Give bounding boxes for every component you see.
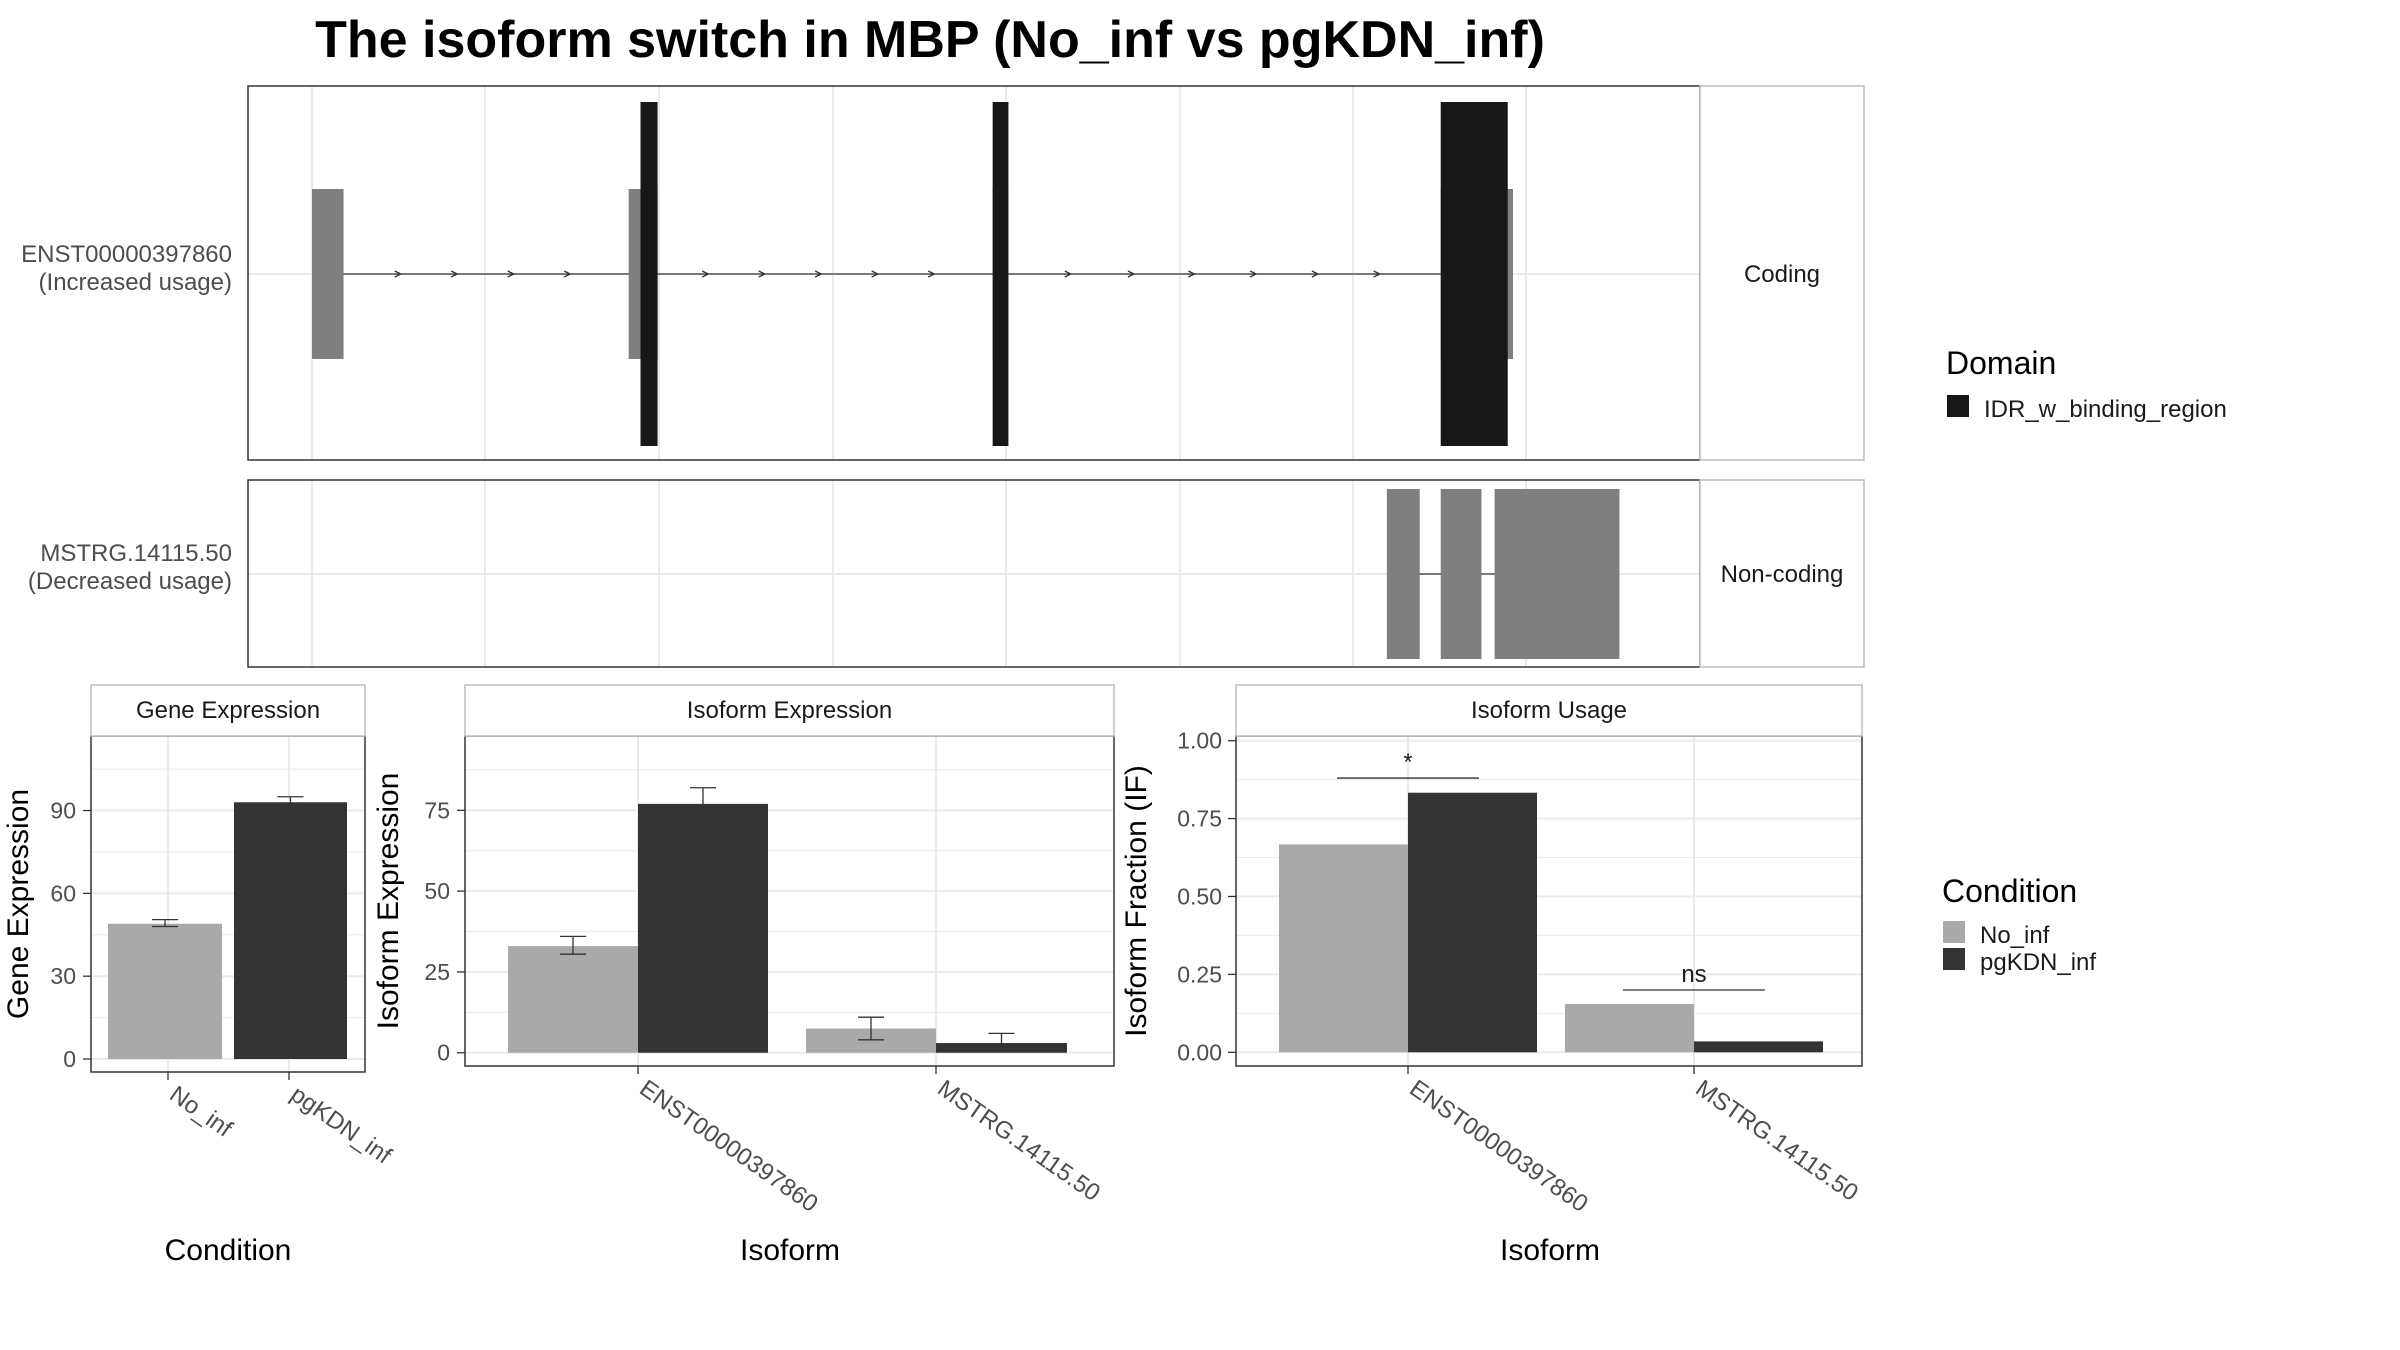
y-tick-label: 30 [50,963,76,989]
legend-key-pgkdn-inf [1943,948,1965,970]
intron-direction-arrow [1249,270,1258,278]
intron-direction-arrow [394,270,403,278]
bar-pgKDN_inf [234,802,347,1060]
exon-cds-domain [640,102,658,446]
exon-utr [1494,489,1620,659]
y-tick-label: 0.50 [1177,883,1222,909]
panel-strip [90,684,366,737]
intron-direction-arrow [563,270,572,278]
bar-No_inf-ENST00000397860 [1279,844,1408,1053]
panel-strip [464,684,1115,737]
legend-label: No_inf [1980,922,2050,949]
bar-chart-panels: Gene Expression 0 30 60 90 No_inf pgKDN_inf Con… [2,684,1863,1267]
figure-title: The isoform switch in MBP (No_inf vs pgK… [315,11,1545,69]
intron-direction-arrow [927,270,936,278]
y-tick-label: 25 [424,959,450,985]
y-tick-label: 90 [50,798,76,824]
panel-strip-label: Isoform Usage [1471,697,1627,724]
y-tick-label: 0.25 [1177,961,1222,987]
y-tick-label: 1.00 [1177,728,1222,754]
y-tick-label: 0.75 [1177,806,1222,832]
legend-key-domain [1947,395,1969,417]
legends: Domain IDR_w_binding_region Condition No_in… [1942,345,2227,976]
panel-strip-label: Isoform Expression [687,697,892,724]
y-tick-label: 0.00 [1177,1039,1222,1065]
bar-panel-gene-expression: Gene Expression 0 30 60 90 No_inf pgKDN_inf Con… [2,684,397,1267]
x-tick-label: MSTRG.14115.50 [933,1075,1105,1207]
bar-panel-isoform-expression: Isoform Expression 0 25 50 75 ENST00000397860… [372,684,1115,1267]
intron-direction-arrow [450,270,459,278]
x-tick-label: MSTRG.14115.50 [1691,1075,1863,1207]
exon-cds-domain [992,102,1009,446]
facet-label: Coding [1744,261,1820,288]
exon-utr [1440,489,1482,659]
x-axis-title: Isoform [740,1234,840,1267]
transcript-structure-panels: Coding ENST00000397860(Increased usage) No… [21,85,1865,668]
y-tick-label: 75 [424,797,450,823]
y-tick-label: 0 [437,1040,450,1066]
legend-label: pgKDN_inf [1980,949,2096,976]
x-axis-title: Isoform [1500,1234,1600,1267]
x-tick-label: ENST00000397860 [1405,1075,1593,1218]
intron-direction-arrow [814,270,823,278]
intron-direction-arrow [1127,270,1136,278]
domain-legend: Domain IDR_w_binding_region [1946,345,2227,423]
legend-key-no-inf [1943,921,1965,943]
y-axis-title: Isoform Fraction (IF) [1120,765,1153,1037]
bar-pgKDN_inf-ENST00000397860 [638,803,768,1053]
facet-label: Non-coding [1721,561,1844,588]
transcript-panel-ENST00000397860: Coding ENST00000397860(Increased usage) [21,85,1865,461]
x-tick-label: No_inf [165,1081,238,1143]
y-axis-title: Isoform Expression [372,773,405,1030]
facet-strip [1699,85,1865,461]
transcript-id-label: MSTRG.14115.50 [40,540,232,567]
transcript-usage-label: (Decreased usage) [28,568,232,595]
transcript-panel-MSTRG.14115.50: Non-coding MSTRG.14115.50(Decreased usage… [28,479,1865,668]
significance-label: ns [1681,961,1706,988]
x-tick-label: ENST00000397860 [635,1075,823,1218]
transcript-id-label: ENST00000397860 [21,241,232,268]
y-tick-label: 60 [50,880,76,906]
intron-direction-arrow [1373,270,1382,278]
x-axis-title: Condition [165,1234,292,1267]
y-tick-label: 50 [424,878,450,904]
intron-direction-arrow [1064,270,1073,278]
intron-direction-arrow [871,270,880,278]
bar-pgKDN_inf-ENST00000397860 [1408,792,1537,1053]
legend-title: Domain [1946,345,2056,381]
bar-No_inf [108,923,222,1060]
significance-label: * [1403,749,1412,776]
exon-cds-domain [1440,102,1508,446]
intron-direction-arrow [1311,270,1320,278]
exon-utr [1386,489,1420,659]
legend-label: IDR_w_binding_region [1984,396,2227,423]
exon-utr [312,189,344,359]
bar-No_inf-ENST00000397860 [508,946,638,1053]
intron-direction-arrow [507,270,516,278]
legend-title: Condition [1942,873,2077,909]
y-tick-label: 0 [63,1046,76,1072]
intron-direction-arrow [758,270,767,278]
panel-strip [1235,684,1863,737]
y-axis-title: Gene Expression [2,789,35,1019]
bar-No_inf-MSTRG.14115.50 [1565,1003,1694,1053]
intron-direction-arrow [701,270,710,278]
bar-pgKDN_inf-MSTRG.14115.50 [1694,1041,1823,1053]
transcript-usage-label: (Increased usage) [39,269,232,296]
panel-strip-label: Gene Expression [136,697,320,724]
bar-panel-isoform-usage: * ns Isoform Usage 0.00 0.25 0.50 0.75 1.00 ENST… [1120,684,1863,1267]
facet-strip [1699,479,1865,668]
intron-direction-arrow [1188,270,1196,278]
x-tick-label: pgKDN_inf [286,1081,397,1170]
